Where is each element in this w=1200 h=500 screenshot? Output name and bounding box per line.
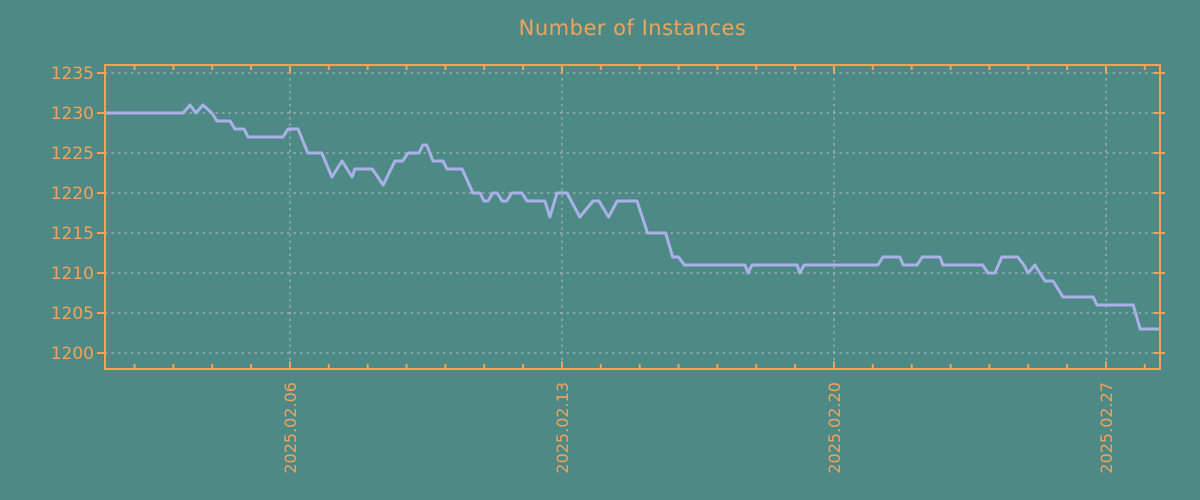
y-axis-label: 1205 xyxy=(51,304,94,324)
x-axis-label: 2025.02.06 xyxy=(281,382,300,474)
y-axis-label: 1200 xyxy=(51,344,94,364)
y-axis-label: 1210 xyxy=(51,264,94,284)
y-axis-label: 1235 xyxy=(51,64,94,84)
x-axis-label: 2025.02.27 xyxy=(1097,382,1116,474)
y-axis-label: 1215 xyxy=(51,224,94,244)
chart-title: Number of Instances xyxy=(518,16,747,40)
y-axis-label: 1230 xyxy=(51,104,94,124)
data-line-instances xyxy=(105,103,1160,331)
y-axis-label: 1225 xyxy=(51,144,94,164)
x-axis-label: 2025.02.20 xyxy=(825,382,844,474)
y-axis-label: 1220 xyxy=(51,184,94,204)
x-axis-label: 2025.02.13 xyxy=(553,382,572,474)
plot-border xyxy=(104,64,1161,370)
